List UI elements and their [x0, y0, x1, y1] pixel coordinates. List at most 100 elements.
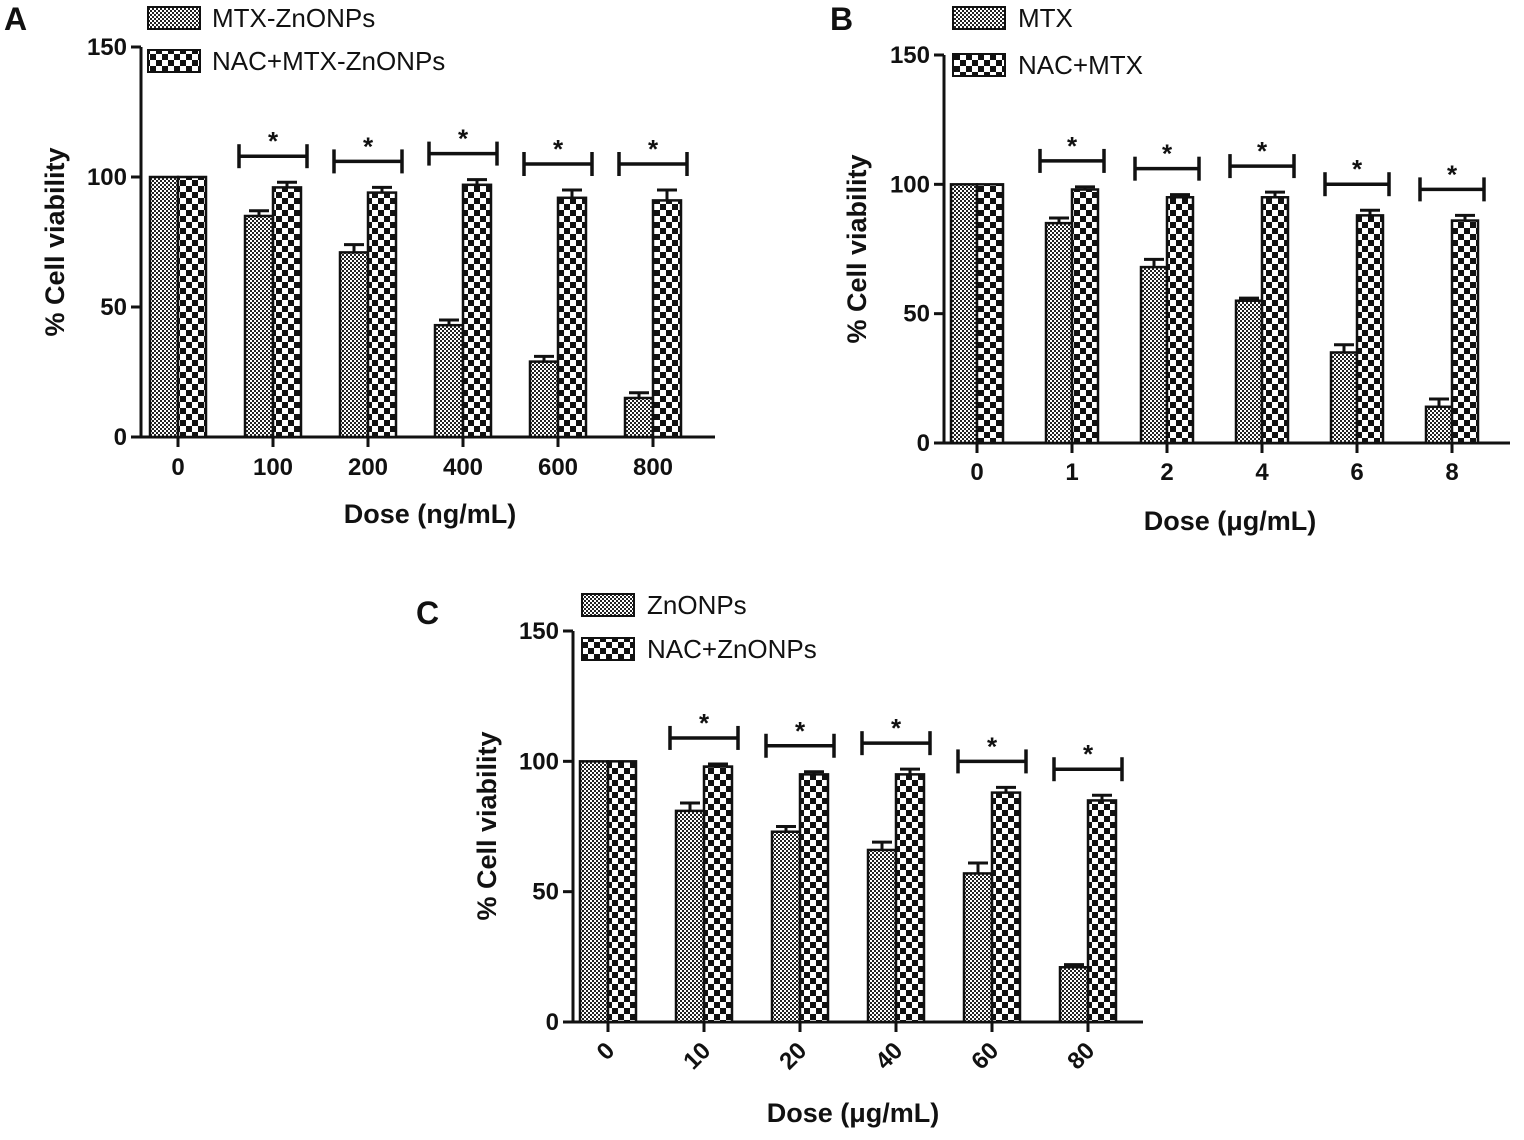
x-tick-label: 400 [443, 454, 483, 481]
legend-item: NAC+ZnONPs [581, 634, 817, 664]
bar-fine [1424, 405, 1454, 445]
significance-star: * [795, 716, 806, 746]
y-tick-label: 100 [87, 164, 127, 191]
x-tick-label: 20 [774, 1037, 812, 1075]
y-axis-label: % Cell viability [472, 731, 502, 920]
panel-letter: B [830, 1, 853, 37]
bar-checker [176, 175, 208, 439]
x-tick-label: 0 [592, 1037, 621, 1066]
significance-star: * [553, 134, 564, 164]
bar-fine [949, 183, 979, 445]
bar-checker [1260, 196, 1290, 445]
bar-checker [651, 199, 683, 439]
x-tick-label: 6 [1350, 459, 1363, 486]
y-axis: 0 50 100 150 [87, 34, 143, 451]
y-axis: 0 50 100 150 [890, 42, 946, 457]
plot-area: 0 10 * 20 * 40 * 60 * 80 * [578, 708, 1124, 1075]
x-tick-label: 80 [1062, 1037, 1100, 1075]
bar-checker [271, 186, 303, 439]
x-tick-label: 40 [870, 1037, 908, 1075]
y-ticks: 0 50 100 150 [87, 34, 141, 451]
x-tick-label: 0 [171, 454, 184, 481]
bar-fine [578, 760, 610, 1024]
y-tick-label: 150 [890, 42, 930, 69]
x-tick-label: 800 [633, 454, 673, 481]
bar-checker [606, 760, 638, 1024]
legend-item: MTX [952, 3, 1073, 33]
bar-fine [623, 396, 655, 439]
significance-star: * [1352, 154, 1363, 184]
bar-checker [556, 196, 588, 439]
legend-label: ZnONPs [647, 590, 747, 620]
y-tick-label: 150 [519, 618, 559, 645]
bar-checker [702, 765, 734, 1024]
significance-star: * [1162, 139, 1173, 169]
bar-fine [528, 360, 560, 439]
y-tick-label: 50 [532, 879, 559, 906]
legend-item: MTX-ZnONPs [147, 3, 375, 33]
significance-star: * [648, 134, 659, 164]
y-axis: 0 50 100 150 [519, 618, 575, 1036]
legend-swatch-fine [147, 6, 201, 30]
y-tick-label: 50 [100, 294, 127, 321]
legend-label: MTX [1018, 3, 1073, 33]
x-tick-label: 8 [1445, 459, 1458, 486]
bar-checker [798, 773, 830, 1024]
legend-swatch-fine [952, 6, 1006, 30]
x-tick-label: 100 [253, 454, 293, 481]
bar-fine [433, 323, 465, 439]
panel-a: A MTX-ZnONPs NAC+MTX-ZnONPs 0 50 100 150 0 1… [4, 1, 715, 529]
y-axis-label: % Cell viability [40, 147, 70, 336]
significance-star: * [699, 708, 710, 738]
x-axis-label: Dose (μg/mL) [1144, 506, 1317, 536]
bar-fine [1139, 265, 1169, 445]
plot-area: 0 100 * 200 * 400 * 600 * 800 * [148, 124, 689, 481]
bar-fine [1058, 966, 1090, 1024]
x-tick-label: 0 [970, 459, 983, 486]
significance-star: * [363, 131, 374, 161]
bar-fine [1329, 351, 1359, 445]
x-axis-label: Dose (μg/mL) [767, 1098, 940, 1128]
bar-checker [366, 191, 398, 439]
x-tick-label: 1 [1065, 459, 1078, 486]
bar-fine [243, 214, 275, 439]
y-axis-label: % Cell viability [842, 154, 872, 343]
legend: MTX-ZnONPs NAC+MTX-ZnONPs [147, 3, 445, 76]
x-axis-label: Dose (ng/mL) [344, 499, 517, 529]
x-tick-label: 10 [678, 1037, 716, 1075]
legend-swatch-checker [147, 49, 201, 73]
legend-label: NAC+MTX-ZnONPs [212, 46, 445, 76]
legend-item: NAC+MTX-ZnONPs [147, 46, 445, 76]
significance-star: * [1067, 131, 1078, 161]
y-tick-label: 0 [546, 1009, 559, 1036]
bar-fine [674, 809, 706, 1024]
bar-checker [1450, 219, 1480, 445]
significance-star: * [458, 124, 469, 154]
y-tick-label: 0 [917, 430, 930, 457]
legend-swatch-checker [952, 53, 1006, 77]
plot-area: 0 1 * 2 * 4 * 6 * 8 * [949, 131, 1486, 486]
bar-fine [962, 872, 994, 1024]
panel-b: B MTX NAC+MTX 0 50 100 150 0 1 * 2 * 4 * 6 * 8 * % Ce… [830, 1, 1510, 536]
bar-fine [770, 830, 802, 1024]
bar-checker [975, 183, 1005, 445]
legend-swatch-fine [581, 593, 635, 617]
significance-star: * [1447, 159, 1458, 189]
bar-fine [1234, 299, 1264, 445]
significance-star: * [987, 731, 998, 761]
panel-c: C ZnONPs NAC+ZnONPs 0 50 100 150 0 10 * 20 * 40 *… [416, 590, 1143, 1128]
significance-star: * [1257, 136, 1268, 166]
significance-star: * [891, 713, 902, 743]
x-tick-label: 60 [966, 1037, 1004, 1075]
y-tick-label: 100 [890, 171, 930, 198]
legend: MTX NAC+MTX [952, 3, 1143, 80]
legend-item: ZnONPs [581, 590, 747, 620]
x-tick-label: 4 [1255, 459, 1269, 486]
legend: ZnONPs NAC+ZnONPs [581, 590, 817, 664]
bar-checker [1086, 799, 1118, 1024]
y-tick-label: 150 [87, 34, 127, 61]
bar-fine [338, 251, 370, 439]
bar-fine [1044, 221, 1074, 445]
